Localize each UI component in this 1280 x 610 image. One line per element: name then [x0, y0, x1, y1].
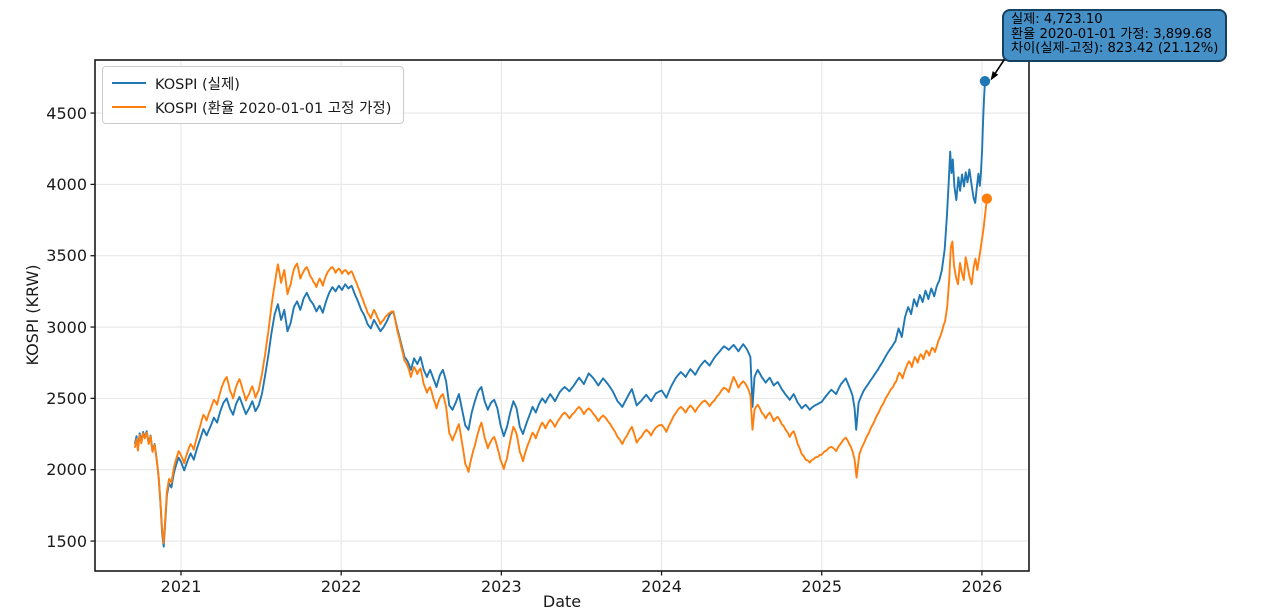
legend-line-sample-actual [112, 82, 146, 84]
plot-border [94, 59, 1030, 572]
legend: KOSPI (실제) KOSPI (환율 2020-01-01 고정 가정) [102, 66, 405, 124]
x-tick-label: 2022 [320, 577, 362, 596]
y-tick-label: 3000 [46, 317, 87, 337]
annotation-line-diff: 차이(실제-고정): 823.42 (21.12%) [1011, 41, 1219, 57]
y-tick-label: 2000 [46, 460, 87, 480]
x-tick-label: 2023 [481, 577, 522, 596]
x-tick-label: 2025 [801, 577, 843, 596]
x-tick-label: 2024 [641, 577, 682, 596]
y-tick-label: 3500 [46, 246, 87, 266]
y-tick-label: 4000 [46, 174, 87, 194]
x-tick-label: 2021 [160, 577, 202, 596]
annotation-arrow-head [990, 71, 999, 81]
end-marker-actual [979, 76, 991, 87]
annotation-line-fixed: 환율 2020-01-01 가정: 3,899.68 [1011, 26, 1212, 42]
y-tick-label: 2500 [46, 388, 87, 408]
series-line-fixed-fx [134, 197, 988, 545]
legend-label-fixed-fx: KOSPI (환율 2020-01-01 고정 가정) [155, 100, 392, 117]
legend-item-actual: KOSPI (실제) [112, 73, 391, 93]
legend-label-actual: KOSPI (실제) [155, 76, 240, 93]
grid-lines [95, 60, 1029, 571]
y-tick-label: 1500 [46, 531, 87, 551]
annotation-line-actual: 실제: 4,723.10 [1011, 12, 1103, 27]
end-marker-fixed-fx [981, 193, 993, 204]
y-tick-label: 4500 [46, 103, 87, 123]
y-axis-label: KOSPI (KRW) [23, 264, 42, 366]
legend-item-fixed-fx: KOSPI (환율 2020-01-01 고정 가정) [112, 97, 391, 117]
x-axis-label: Date [542, 592, 582, 610]
tick-marks [90, 112, 983, 576]
series-line-actual [134, 80, 986, 548]
legend-line-sample-fixed-fx [112, 106, 146, 108]
x-tick-label: 2026 [961, 577, 1003, 596]
annotation-box: 실제: 4,723.10 환율 2020-01-01 가정: 3,899.68 … [1002, 9, 1228, 62]
